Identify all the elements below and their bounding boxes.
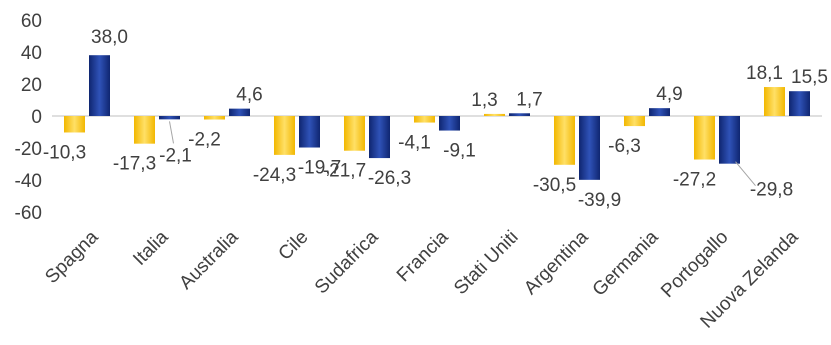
bar-spagna-series-1 bbox=[64, 116, 85, 133]
leader-lines bbox=[169, 121, 756, 187]
x-tick-label-portogallo: Portogallo bbox=[657, 227, 732, 302]
data-label-australia-series-1: -2,2 bbox=[188, 130, 221, 151]
data-label-germania-series-1: -6,3 bbox=[608, 136, 641, 157]
data-label-spagna-series-2: 38,0 bbox=[91, 27, 128, 48]
data-label-cile-series-1: -24,3 bbox=[253, 165, 296, 186]
bar-germania-series-2 bbox=[649, 108, 670, 116]
data-label-argentina-series-1: -30,5 bbox=[533, 175, 576, 196]
bar-cile-series-1 bbox=[274, 116, 295, 155]
data-label-stati-uniti-series-2: 1,7 bbox=[516, 89, 542, 110]
y-tick-label-0: 60 bbox=[21, 11, 42, 32]
data-label-nuova-zelanda-series-1: 18,1 bbox=[746, 63, 783, 84]
x-tick-label-argentina: Argentina bbox=[520, 226, 593, 299]
x-tick-label-australia: Australia bbox=[175, 226, 242, 293]
data-label-nuova-zelanda-series-2: 15,5 bbox=[791, 67, 828, 88]
bar-australia-series-2 bbox=[229, 108, 250, 116]
data-label-germania-series-2: 4,9 bbox=[656, 84, 682, 105]
bar-nuova-zelanda-series-1 bbox=[764, 87, 785, 116]
data-labels: -10,3 38,0 -17,3 -2,1-2,2 4,6 -24,3 -19,7-21,7… bbox=[43, 27, 828, 211]
y-tick-label-1: 40 bbox=[21, 43, 42, 64]
bar-francia-series-2 bbox=[439, 116, 460, 131]
bar-argentina-series-2 bbox=[579, 116, 600, 180]
y-tick-label-3: 0 bbox=[31, 107, 42, 128]
data-label-cile-series-2: -19,7 bbox=[298, 158, 341, 179]
y-tick-label-2: 20 bbox=[21, 75, 42, 96]
bar-argentina-series-1 bbox=[554, 116, 575, 165]
x-tick-label-cile: Cile bbox=[275, 227, 313, 265]
bar-portogallo-series-1 bbox=[694, 116, 715, 160]
data-label-argentina-series-2: -39,9 bbox=[578, 190, 621, 211]
data-label-sudafrica-series-2: -26,3 bbox=[368, 168, 411, 189]
leader-line-portogallo bbox=[735, 161, 756, 187]
x-tick-label-germania: Germania bbox=[589, 226, 663, 300]
leader-line-italia bbox=[169, 121, 174, 144]
bar-sudafrica-series-2 bbox=[369, 116, 390, 159]
data-label-italia-series-2: -2,1 bbox=[159, 145, 192, 166]
data-label-australia-series-2: 4,6 bbox=[236, 85, 262, 106]
bar-germania-series-1 bbox=[624, 116, 645, 127]
x-tick-label-sudafrica: Sudafrica bbox=[311, 226, 383, 298]
data-label-francia-series-1: -4,1 bbox=[398, 133, 431, 154]
data-label-stati-uniti-series-1: 1,3 bbox=[471, 90, 497, 111]
x-tick-label-italia: Italia bbox=[129, 226, 173, 270]
y-axis-ticks: 60 40 20 0 -20 -40 -60 bbox=[15, 11, 42, 224]
x-tick-label-francia: Francia bbox=[393, 226, 453, 286]
bar-australia-series-1 bbox=[204, 116, 225, 120]
data-label-portogallo-series-1: -27,2 bbox=[673, 170, 716, 191]
bar-sudafrica-series-1 bbox=[344, 116, 365, 151]
bars bbox=[64, 55, 810, 180]
y-tick-label-6: -60 bbox=[15, 203, 42, 224]
y-tick-label-5: -40 bbox=[15, 171, 42, 192]
bar-portogallo-series-2 bbox=[719, 116, 740, 164]
data-label-sudafrica-series-1: -21,7 bbox=[323, 161, 366, 182]
bar-italia-series-1 bbox=[134, 116, 155, 144]
bar-italia-series-2 bbox=[159, 116, 180, 120]
bar-francia-series-1 bbox=[414, 116, 435, 123]
data-label-francia-series-2: -9,1 bbox=[443, 141, 476, 162]
data-label-italia-series-1: -17,3 bbox=[113, 154, 156, 175]
data-label-spagna-series-1: -10,3 bbox=[43, 142, 86, 163]
bar-nuova-zelanda-series-2 bbox=[789, 91, 810, 116]
x-tick-label-spagna: Spagna bbox=[41, 226, 102, 287]
bar-cile-series-2 bbox=[299, 116, 320, 148]
x-tick-label-stati-uniti: Stati Uniti bbox=[450, 227, 522, 299]
data-label-portogallo-series-2: -29,8 bbox=[750, 180, 793, 201]
y-tick-label-4: -20 bbox=[15, 139, 42, 160]
bar-spagna-series-2 bbox=[89, 55, 110, 116]
bar-stati-uniti-series-2 bbox=[509, 113, 530, 116]
bar-stati-uniti-series-1 bbox=[484, 113, 505, 116]
